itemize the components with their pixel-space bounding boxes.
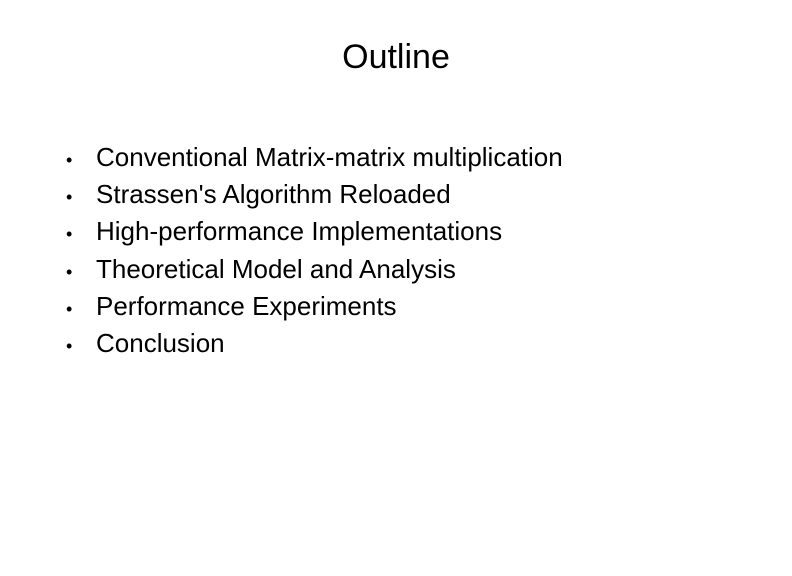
- bullet-icon: •: [62, 185, 96, 211]
- bullet-icon: •: [62, 222, 96, 248]
- list-item: • Performance Experiments: [62, 288, 792, 325]
- bullet-text: Theoretical Model and Analysis: [96, 251, 792, 288]
- bullet-text: Performance Experiments: [96, 288, 792, 325]
- bullet-list: • Conventional Matrix-matrix multiplicat…: [0, 139, 792, 362]
- bullet-text: Conventional Matrix-matrix multiplicatio…: [96, 139, 792, 176]
- list-item: • Theoretical Model and Analysis: [62, 251, 792, 288]
- bullet-icon: •: [62, 334, 96, 360]
- bullet-icon: •: [62, 297, 96, 323]
- bullet-icon: •: [62, 148, 96, 174]
- bullet-text: High-performance Implementations: [96, 213, 792, 250]
- list-item: • Conclusion: [62, 325, 792, 362]
- bullet-text: Conclusion: [96, 325, 792, 362]
- slide-container: Outline • Conventional Matrix-matrix mul…: [0, 0, 792, 576]
- list-item: • High-performance Implementations: [62, 213, 792, 250]
- slide-title: Outline: [0, 38, 792, 77]
- bullet-icon: •: [62, 260, 96, 286]
- list-item: • Strassen's Algorithm Reloaded: [62, 176, 792, 213]
- bullet-text: Strassen's Algorithm Reloaded: [96, 176, 792, 213]
- list-item: • Conventional Matrix-matrix multiplicat…: [62, 139, 792, 176]
